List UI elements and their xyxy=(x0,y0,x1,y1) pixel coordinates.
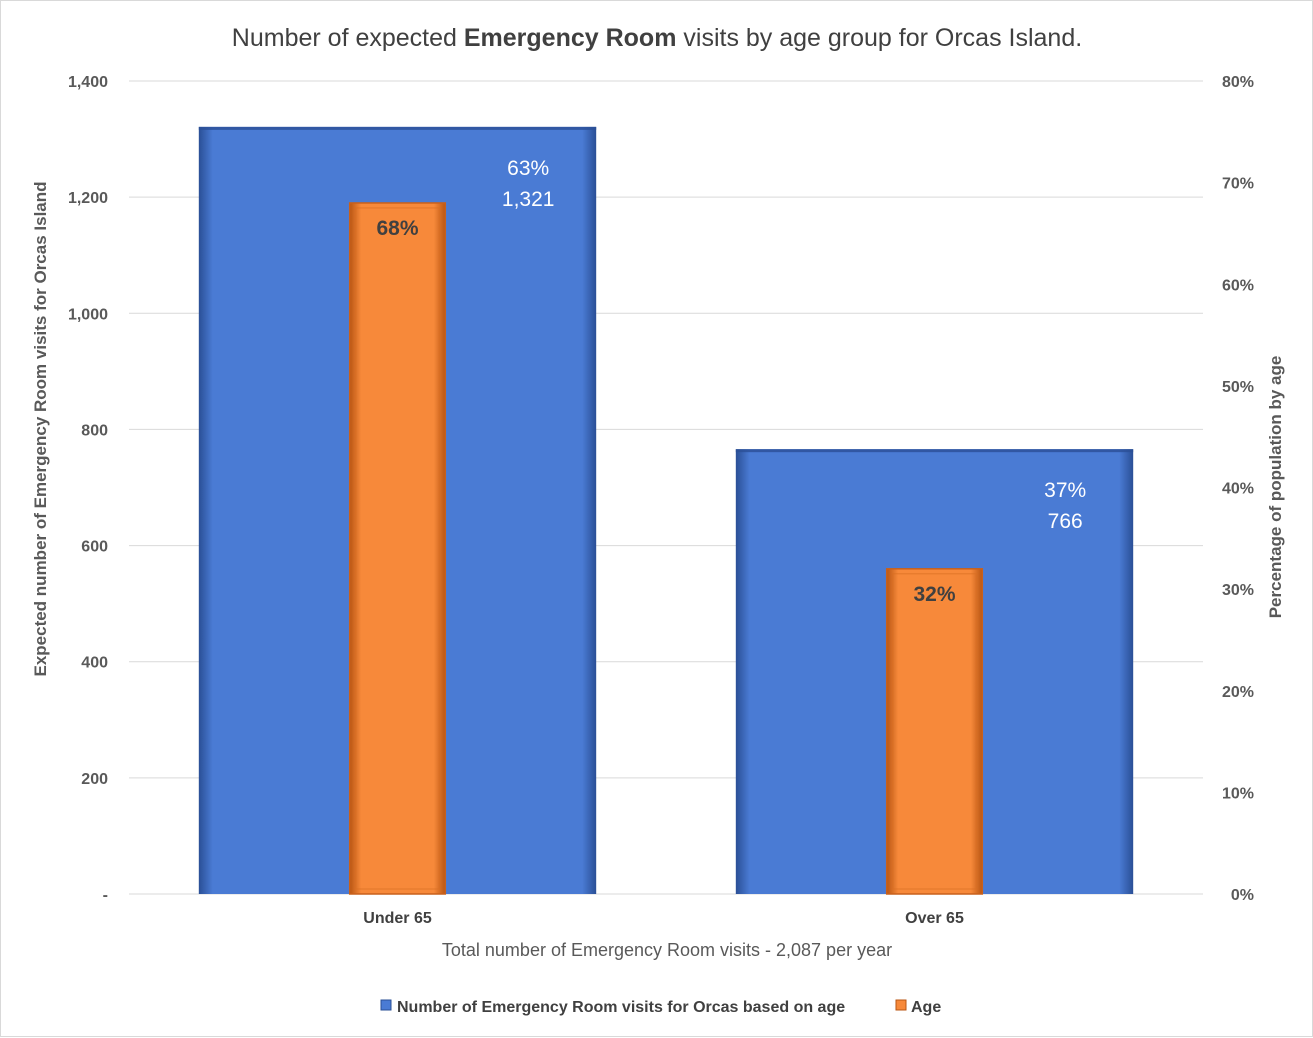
y2-tick-label: 20% xyxy=(1222,684,1254,701)
legend-swatch-age xyxy=(895,999,907,1011)
label-share: 37% xyxy=(1044,479,1086,502)
bar-age xyxy=(885,568,984,895)
data-labels: 63% 1,321 68% 37% 766 32% xyxy=(376,157,1086,606)
category-labels: Under 65 Over 65 xyxy=(363,910,964,927)
label-er-visits: 1,321 xyxy=(502,188,555,211)
chart-title-prefix: Number of expected xyxy=(232,24,464,52)
y-tick-label: 1,400 xyxy=(68,74,108,91)
y2-axis-ticks: 0% 10% 20% 30% 40% 50% 60% 70% 80% xyxy=(1222,74,1254,904)
y2-tick-label: 30% xyxy=(1222,582,1254,599)
y2-tick-label: 50% xyxy=(1222,379,1254,396)
y-tick-label: 800 xyxy=(81,422,108,439)
x-axis-title: Total number of Emergency Room visits - … xyxy=(442,940,892,960)
y-tick-label: 200 xyxy=(81,771,108,788)
y2-tick-label: 70% xyxy=(1222,176,1254,193)
x-category-label: Under 65 xyxy=(363,910,432,927)
chart-title-suffix: visits by age group for Orcas Island. xyxy=(676,24,1082,52)
label-share: 63% xyxy=(507,157,549,180)
label-age: 68% xyxy=(376,217,418,240)
legend-label-er-visits: Number of Emergency Room visits for Orca… xyxy=(397,999,845,1016)
bars xyxy=(198,126,1134,895)
y2-tick-label: 0% xyxy=(1231,887,1254,904)
chart-title-bold: Emergency Room xyxy=(464,24,677,52)
x-category-label: Over 65 xyxy=(905,910,964,927)
bar-age xyxy=(348,202,447,895)
bar-age-bevel xyxy=(892,573,977,890)
legend-swatch-er-visits xyxy=(380,999,392,1011)
y-tick-label: 400 xyxy=(81,655,108,672)
y2-tick-label: 60% xyxy=(1222,277,1254,294)
label-er-visits: 766 xyxy=(1048,510,1083,533)
y-tick-label: - xyxy=(103,887,108,904)
bar-age-bevel xyxy=(355,207,440,890)
y-axis-ticks: - 200 400 600 800 1,000 1,200 1,400 xyxy=(68,74,108,904)
y2-tick-label: 40% xyxy=(1222,481,1254,498)
y-tick-label: 1,000 xyxy=(68,306,108,323)
y-tick-label: 600 xyxy=(81,539,108,556)
y-tick-label: 1,200 xyxy=(68,190,108,207)
bar-er-visits-bevel xyxy=(735,449,1134,453)
y2-axis-title: Percentage of population by age xyxy=(1266,356,1285,619)
bar-er-visits-bevel xyxy=(198,126,597,130)
y2-tick-label: 80% xyxy=(1222,74,1254,91)
y-axis-title: Expected number of Emergency Room visits… xyxy=(31,181,50,676)
chart-title: Number of expected Emergency Room visits… xyxy=(232,24,1082,52)
y2-tick-label: 10% xyxy=(1222,785,1254,802)
legend: Number of Emergency Room visits for Orca… xyxy=(380,999,941,1016)
label-age: 32% xyxy=(913,583,955,606)
legend-label-age: Age xyxy=(911,999,941,1016)
